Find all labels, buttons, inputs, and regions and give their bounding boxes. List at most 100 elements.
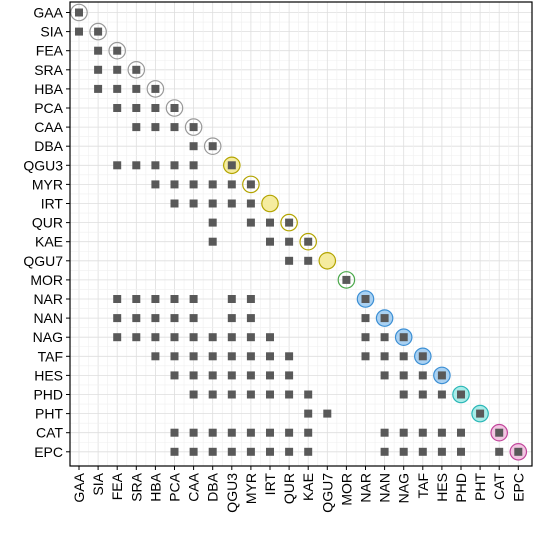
marker-hes-taf [418, 371, 427, 380]
marker-nan-qgu3 [227, 314, 236, 323]
marker-dba-dba [208, 142, 217, 151]
marker-phd-kae [304, 390, 313, 399]
marker-qur-qur [285, 218, 294, 227]
marker-nan-pca [170, 314, 179, 323]
marker-qur-myr [246, 218, 255, 227]
marker-qgu3-qgu3 [227, 161, 236, 170]
marker-cat-phd [457, 428, 465, 437]
marker-taf-nag [399, 352, 408, 361]
marker-phd-hes [437, 390, 446, 399]
plot-frame [69, 1, 533, 467]
y-tick-label: CAA [34, 119, 63, 135]
marker-sia-gaa [75, 27, 83, 36]
marker-nan-nar [361, 314, 370, 323]
diagonal-circle-qur [280, 213, 298, 232]
marker-nan-caa [189, 314, 198, 323]
diagonal-circle-caa [184, 118, 203, 136]
marker-hes-qgu3 [227, 371, 236, 380]
x-tick-label: QGU3 [224, 473, 240, 513]
marker-nag-myr [246, 333, 255, 342]
marker-qgu3-sra [132, 161, 141, 170]
chart-markers [70, 3, 528, 461]
marker-hes-nag [399, 371, 408, 380]
marker-cat-pca [170, 428, 179, 437]
marker-qgu3-pca [170, 161, 179, 170]
marker-qgu7-qur [285, 256, 294, 265]
marker-cat-kae [304, 428, 313, 437]
x-tick-label: CAA [186, 472, 202, 501]
x-tick-label: SRA [128, 472, 144, 501]
marker-pht-kae [304, 409, 313, 418]
marker-taf-pca [170, 352, 179, 361]
marker-nan-nan [380, 314, 389, 323]
marker-irt-qgu3 [227, 199, 236, 208]
marker-taf-qgu3 [227, 352, 236, 361]
marker-kae-dba [208, 237, 217, 246]
marker-phd-caa [189, 390, 198, 399]
y-tick-labels: GAA SIA FEA SRA HBA PCA CAA DBA QGU3 MYR IRT QUR KAE… [23, 5, 70, 460]
marker-qgu3-caa [189, 161, 198, 170]
x-tick-label: IRT [262, 473, 278, 496]
diagonal-circle-myr [242, 175, 260, 194]
marker-myr-pca [170, 180, 179, 189]
marker-nar-fea [113, 295, 122, 303]
marker-nag-sra [132, 333, 141, 342]
diagonal-circle-sra [127, 61, 146, 79]
diagonal-circle-irt [261, 194, 279, 213]
y-tick-label: TAF [38, 348, 63, 364]
marker-nar-qgu3 [227, 295, 236, 303]
marker-qgu3-hba [151, 161, 160, 170]
marker-phd-nag [399, 390, 408, 399]
grid-lines [70, 2, 532, 466]
marker-caa-caa [189, 123, 198, 132]
y-tick-label: MYR [32, 176, 63, 192]
marker-hes-hes [437, 371, 446, 380]
marker-epc-phd [457, 447, 465, 456]
x-tick-label: TAF [415, 473, 431, 498]
marker-hes-irt [266, 371, 274, 380]
marker-myr-qgu3 [227, 180, 236, 189]
marker-pca-sra [132, 104, 141, 112]
diagonal-circle-pca [165, 99, 184, 117]
y-tick-label: IRT [41, 196, 64, 212]
marker-dba-caa [189, 142, 198, 151]
marker-epc-myr [246, 447, 255, 456]
diagonal-circle-qgu7 [318, 251, 337, 270]
marker-epc-caa [189, 447, 198, 456]
marker-nar-myr [246, 295, 255, 303]
y-tick-label: NAR [33, 291, 63, 307]
marker-epc-kae [304, 447, 313, 456]
marker-nag-irt [266, 333, 274, 342]
marker-taf-nan [380, 352, 389, 361]
diagonal-circle-sia [89, 22, 107, 41]
marker-phd-irt [266, 390, 274, 399]
marker-irt-caa [189, 199, 198, 208]
marker-pca-hba [151, 104, 160, 112]
marker-hes-myr [246, 371, 255, 380]
marker-cat-dba [208, 428, 217, 437]
marker-caa-sra [132, 123, 141, 132]
marker-nar-sra [132, 295, 141, 303]
marker-cat-taf [418, 428, 427, 437]
diagonal-circle-dba [203, 137, 222, 155]
marker-nan-fea [113, 314, 122, 323]
x-tick-label: PHD [453, 473, 469, 503]
y-tick-label: NAN [33, 310, 63, 326]
marker-cat-qur [285, 428, 294, 437]
y-tick-label: EPC [34, 444, 63, 460]
x-tick-label: MOR [338, 473, 354, 506]
x-tick-label: GAA [71, 472, 87, 502]
marker-caa-hba [151, 123, 160, 132]
marker-qur-irt [266, 218, 274, 227]
marker-hba-fea [113, 84, 122, 93]
marker-sra-sia [94, 65, 103, 74]
y-tick-label: PHD [33, 387, 63, 403]
y-tick-label: HES [34, 367, 63, 383]
marker-hes-caa [189, 371, 198, 380]
x-tick-label: CAT [491, 473, 507, 500]
marker-cat-cat [495, 428, 504, 437]
marker-hba-sra [132, 84, 141, 93]
marker-pca-pca [170, 104, 179, 112]
y-tick-label: DBA [34, 138, 63, 154]
